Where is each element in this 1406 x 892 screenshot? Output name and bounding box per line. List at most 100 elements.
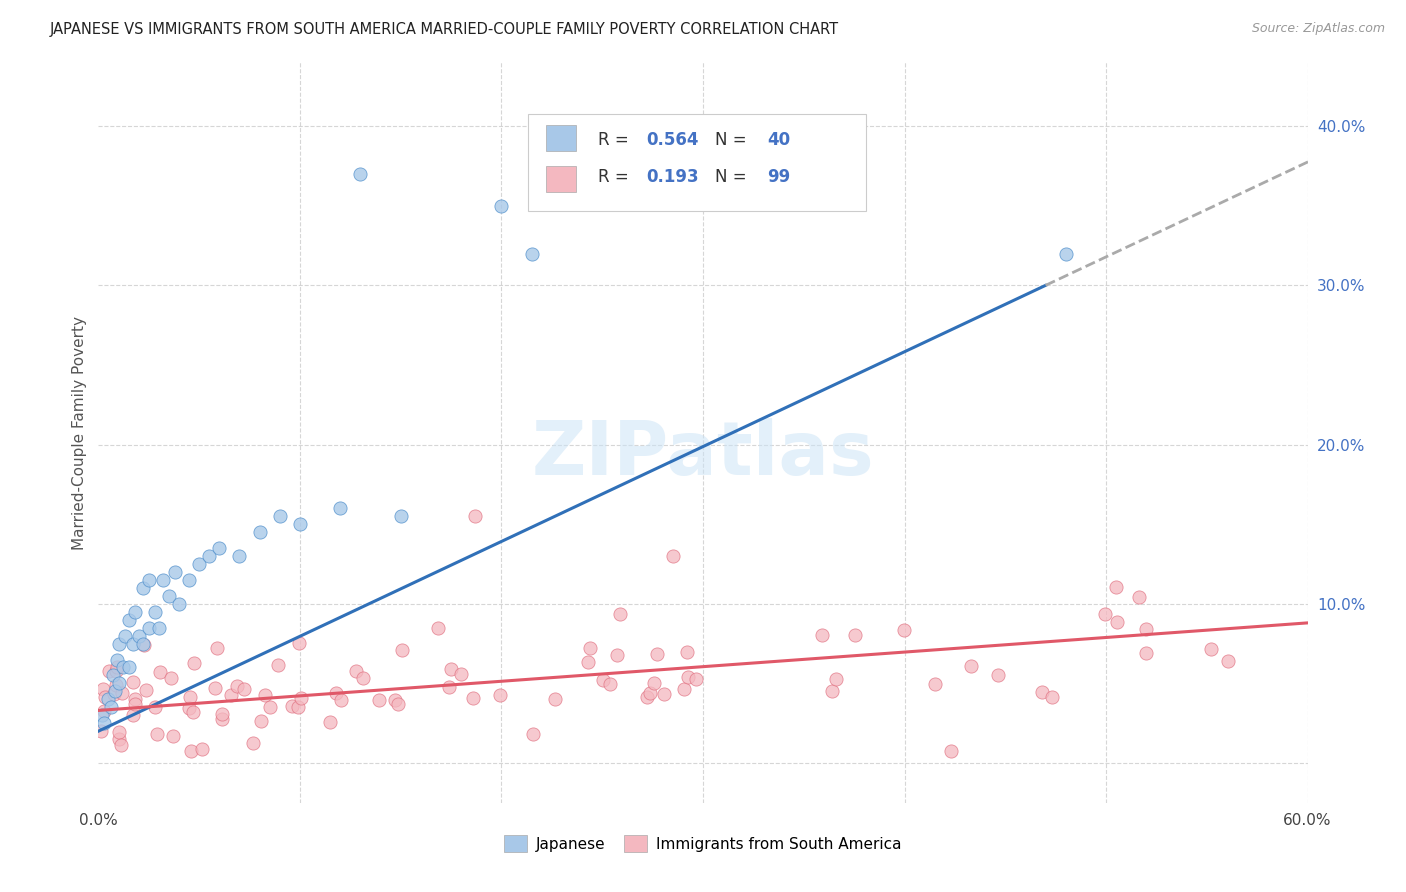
Text: R =: R =	[598, 131, 634, 149]
Point	[121, 637, 143, 651]
Point	[329, 692, 352, 706]
Point	[924, 676, 946, 690]
Point	[208, 541, 231, 555]
Point	[578, 641, 600, 656]
Point	[427, 621, 450, 635]
Point	[167, 597, 190, 611]
Point	[162, 729, 184, 743]
Point	[810, 628, 832, 642]
Point	[204, 681, 226, 695]
Point	[179, 573, 201, 587]
Point	[1135, 647, 1157, 661]
Point	[893, 623, 915, 637]
Point	[100, 700, 122, 714]
Point	[143, 605, 166, 619]
Point	[1105, 580, 1128, 594]
Point	[149, 665, 172, 679]
Point	[281, 698, 304, 713]
Point	[675, 645, 697, 659]
Point	[135, 682, 157, 697]
Point	[191, 742, 214, 756]
Y-axis label: Married-Couple Family Poverty: Married-Couple Family Poverty	[72, 316, 87, 549]
Point	[352, 671, 374, 685]
Point	[672, 681, 695, 696]
Point	[118, 613, 141, 627]
Point	[384, 693, 406, 707]
Point	[228, 549, 250, 563]
Point	[288, 636, 311, 650]
Point	[344, 665, 367, 679]
Point	[94, 690, 117, 704]
Text: 0.564: 0.564	[647, 131, 699, 149]
Point	[122, 674, 145, 689]
Point	[205, 640, 228, 655]
Point	[389, 509, 412, 524]
FancyBboxPatch shape	[546, 126, 576, 152]
Point	[544, 692, 567, 706]
Point	[325, 686, 347, 700]
Point	[124, 605, 146, 619]
Point	[638, 686, 661, 700]
Text: JAPANESE VS IMMIGRANTS FROM SOUTH AMERICA MARRIED-COUPLE FAMILY POVERTY CORRELAT: JAPANESE VS IMMIGRANTS FROM SOUTH AMERIC…	[49, 22, 838, 37]
Point	[249, 714, 271, 728]
Point	[576, 655, 599, 669]
Point	[104, 677, 127, 691]
Point	[592, 673, 614, 687]
Point	[676, 670, 699, 684]
Point	[188, 557, 211, 571]
Point	[132, 637, 155, 651]
Point	[138, 573, 160, 587]
Point	[124, 691, 146, 706]
Point	[110, 738, 132, 752]
Text: R =: R =	[598, 169, 640, 186]
Point	[89, 723, 111, 738]
Point	[318, 714, 340, 729]
Point	[636, 690, 658, 705]
Point	[118, 660, 141, 674]
Point	[152, 573, 174, 587]
Point	[111, 685, 134, 699]
Point	[211, 707, 233, 722]
Point	[599, 677, 621, 691]
Point	[1094, 607, 1116, 621]
Point	[211, 712, 233, 726]
Point	[437, 680, 460, 694]
Text: N =: N =	[716, 131, 752, 149]
Point	[387, 697, 409, 711]
Point	[114, 629, 136, 643]
Point	[101, 668, 124, 682]
Point	[181, 705, 204, 719]
Point	[440, 662, 463, 676]
Point	[1216, 654, 1239, 668]
Point	[104, 664, 127, 678]
Point	[242, 735, 264, 749]
Point	[939, 744, 962, 758]
Point	[1128, 590, 1150, 604]
Point	[198, 549, 221, 563]
Legend: Japanese, Immigrants from South America: Japanese, Immigrants from South America	[498, 830, 908, 858]
Point	[105, 659, 128, 673]
Point	[232, 681, 254, 696]
Point	[138, 621, 160, 635]
Point	[652, 687, 675, 701]
Point	[219, 688, 242, 702]
Text: 0.193: 0.193	[647, 169, 699, 186]
Text: ZIPatlas: ZIPatlas	[531, 418, 875, 491]
Point	[183, 657, 205, 671]
Point	[107, 676, 129, 690]
Point	[267, 657, 290, 672]
Point	[661, 549, 683, 563]
Point	[157, 589, 180, 603]
Point	[290, 691, 312, 706]
Point	[329, 501, 352, 516]
Point	[391, 642, 413, 657]
Point	[1031, 684, 1053, 698]
Point	[179, 690, 201, 704]
Point	[1135, 622, 1157, 636]
Point	[609, 607, 631, 621]
Point	[520, 246, 543, 260]
Point	[288, 517, 311, 532]
Point	[124, 697, 146, 711]
Point	[132, 581, 155, 595]
Point	[97, 692, 120, 706]
